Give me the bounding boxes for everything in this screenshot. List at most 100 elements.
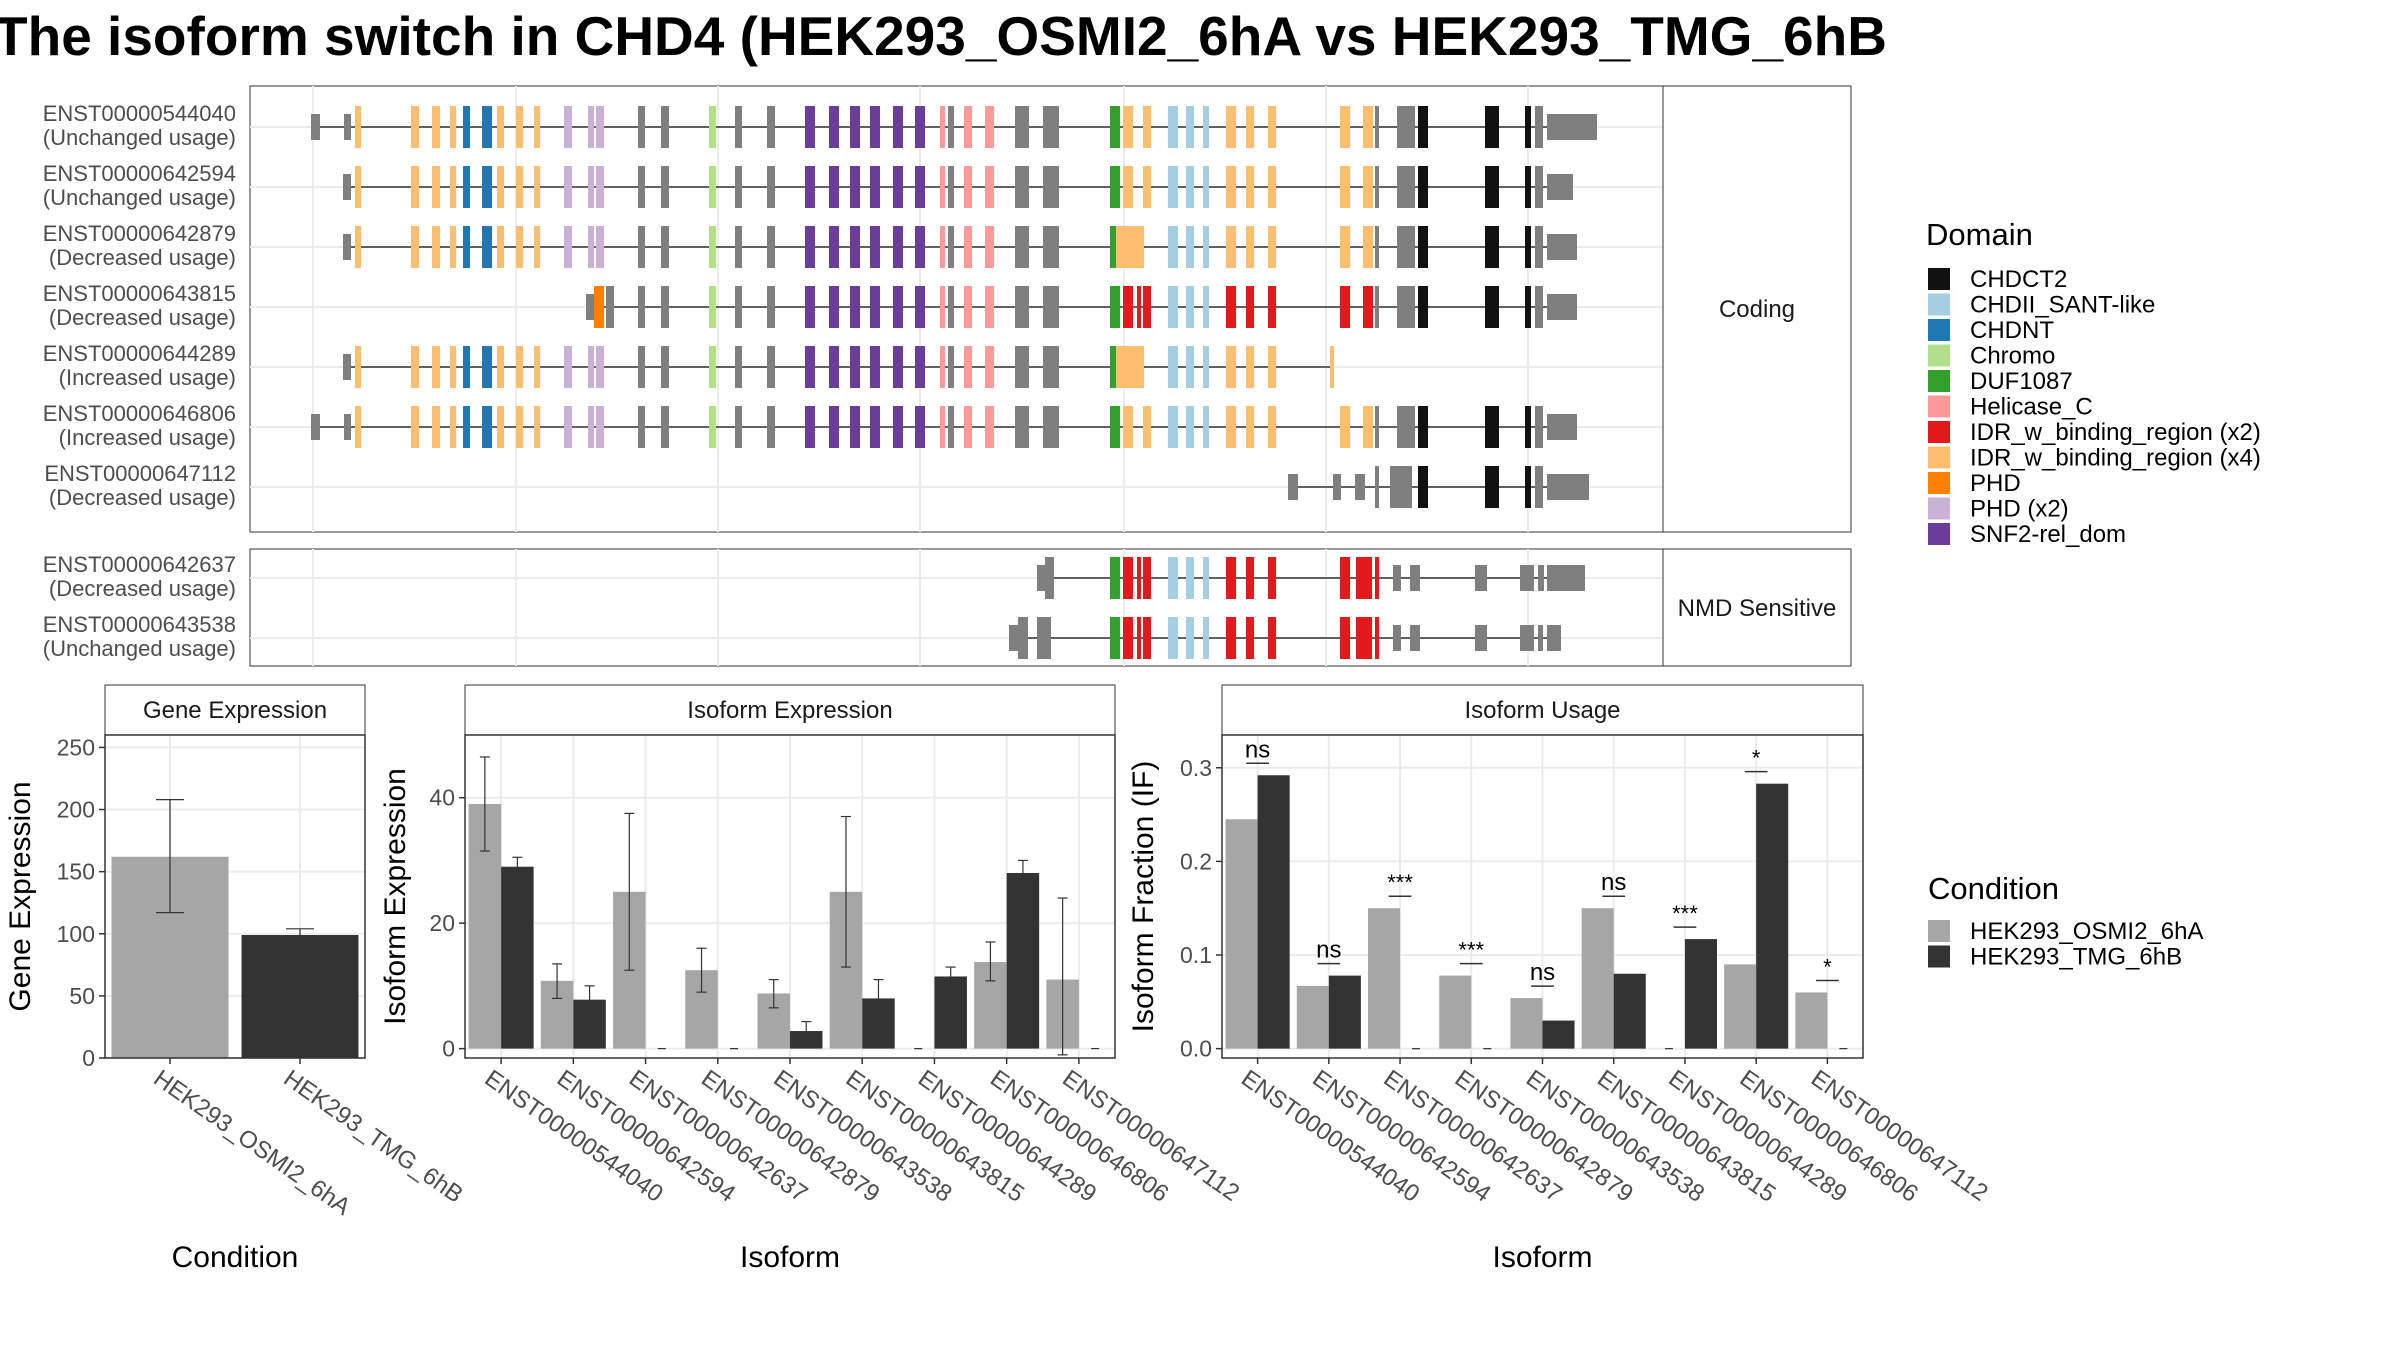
exon: [870, 106, 880, 148]
exon: [1203, 226, 1209, 268]
exon: [1186, 286, 1194, 328]
exon: [850, 346, 860, 388]
domain-legend-label: Chromo: [1970, 343, 2055, 370]
exon: [355, 226, 361, 268]
exon: [661, 286, 669, 328]
exon: [1375, 226, 1379, 268]
exon: [606, 286, 614, 328]
exon: [1246, 557, 1254, 599]
exon: [1123, 286, 1133, 328]
exon: [735, 226, 742, 268]
domain-legend-swatch: [1928, 370, 1950, 392]
y-tick-label: 100: [57, 921, 95, 947]
exon: [1547, 114, 1597, 140]
domain-legend-swatch: [1928, 446, 1950, 469]
exon: [1123, 557, 1133, 599]
exon: [1226, 166, 1236, 208]
coding-transcripts-panel: ENST00000544040(Unchanged usage)ENST0000…: [43, 85, 1664, 533]
exon: [709, 226, 716, 268]
exon: [1268, 106, 1276, 148]
exon: [948, 406, 954, 448]
domain-legend-label: IDR_w_binding_region (x4): [1970, 445, 2261, 472]
exon: [1116, 346, 1144, 388]
exon: [948, 286, 954, 328]
exon: [1015, 226, 1029, 268]
exon: [1402, 466, 1412, 508]
exon: [1246, 406, 1254, 448]
exon: [985, 106, 994, 148]
exon: [1418, 406, 1428, 448]
exon: [1340, 106, 1350, 148]
exon: [1143, 166, 1151, 208]
exon: [1356, 617, 1372, 659]
exon: [1168, 106, 1178, 148]
exon: [767, 166, 775, 208]
exon: [1186, 346, 1194, 388]
exon: [709, 286, 716, 328]
domain-legend-swatch: [1928, 293, 1950, 316]
exon: [1355, 474, 1365, 500]
nmd-strip-label: NMD Sensitive: [1678, 595, 1837, 622]
exon: [1123, 406, 1133, 448]
exon: [1226, 286, 1236, 328]
bar: [1328, 975, 1361, 1049]
exon: [516, 166, 523, 208]
exon: [1363, 286, 1373, 328]
exon: [1375, 617, 1379, 659]
domain-legend-swatch: [1928, 497, 1950, 520]
exon: [1535, 166, 1543, 208]
domain-legend-label: SNF2-rel_dom: [1970, 521, 2126, 548]
exon: [1397, 226, 1415, 268]
exon: [948, 166, 954, 208]
exon: [1393, 625, 1401, 651]
exon: [1137, 557, 1141, 599]
exon: [432, 406, 440, 448]
exon: [1186, 106, 1194, 148]
domain-legend-swatch: [1928, 395, 1950, 418]
bar: [1581, 908, 1614, 1049]
exon: [940, 286, 945, 328]
exon: [1547, 565, 1585, 591]
exon: [1485, 406, 1499, 448]
exon: [1340, 617, 1350, 659]
exon: [1520, 565, 1534, 591]
exon: [1203, 406, 1209, 448]
exon: [805, 166, 815, 208]
exon: [805, 106, 815, 148]
transcript-plot-area: [249, 548, 1664, 667]
exon: [450, 166, 456, 208]
exon: [767, 106, 775, 148]
exon: [870, 166, 880, 208]
exon: [1340, 226, 1350, 268]
x-axis-title: Isoform: [1492, 1241, 1592, 1274]
exon: [1525, 406, 1531, 448]
exon: [1268, 166, 1276, 208]
domain-legend-swatch: [1928, 268, 1950, 290]
exon: [1123, 106, 1133, 148]
exon: [1363, 106, 1373, 148]
y-tick-label: 50: [69, 983, 95, 1009]
exon: [534, 226, 540, 268]
exon: [1375, 106, 1379, 148]
exon: [915, 406, 925, 448]
exon: [497, 346, 504, 388]
y-tick-label: 200: [57, 797, 95, 823]
exon: [1375, 406, 1379, 448]
exon: [1226, 226, 1236, 268]
exon: [893, 166, 903, 208]
exon: [893, 346, 903, 388]
exon: [1137, 617, 1141, 659]
exon: [735, 106, 742, 148]
exon: [1143, 286, 1151, 328]
exon: [985, 226, 994, 268]
exon: [1288, 474, 1298, 500]
exon: [432, 346, 440, 388]
exon: [1375, 466, 1379, 508]
facet-title: Isoform Expression: [687, 697, 892, 724]
bar: [790, 1031, 823, 1049]
exon: [1203, 286, 1209, 328]
exon: [497, 226, 504, 268]
exon: [1268, 557, 1276, 599]
